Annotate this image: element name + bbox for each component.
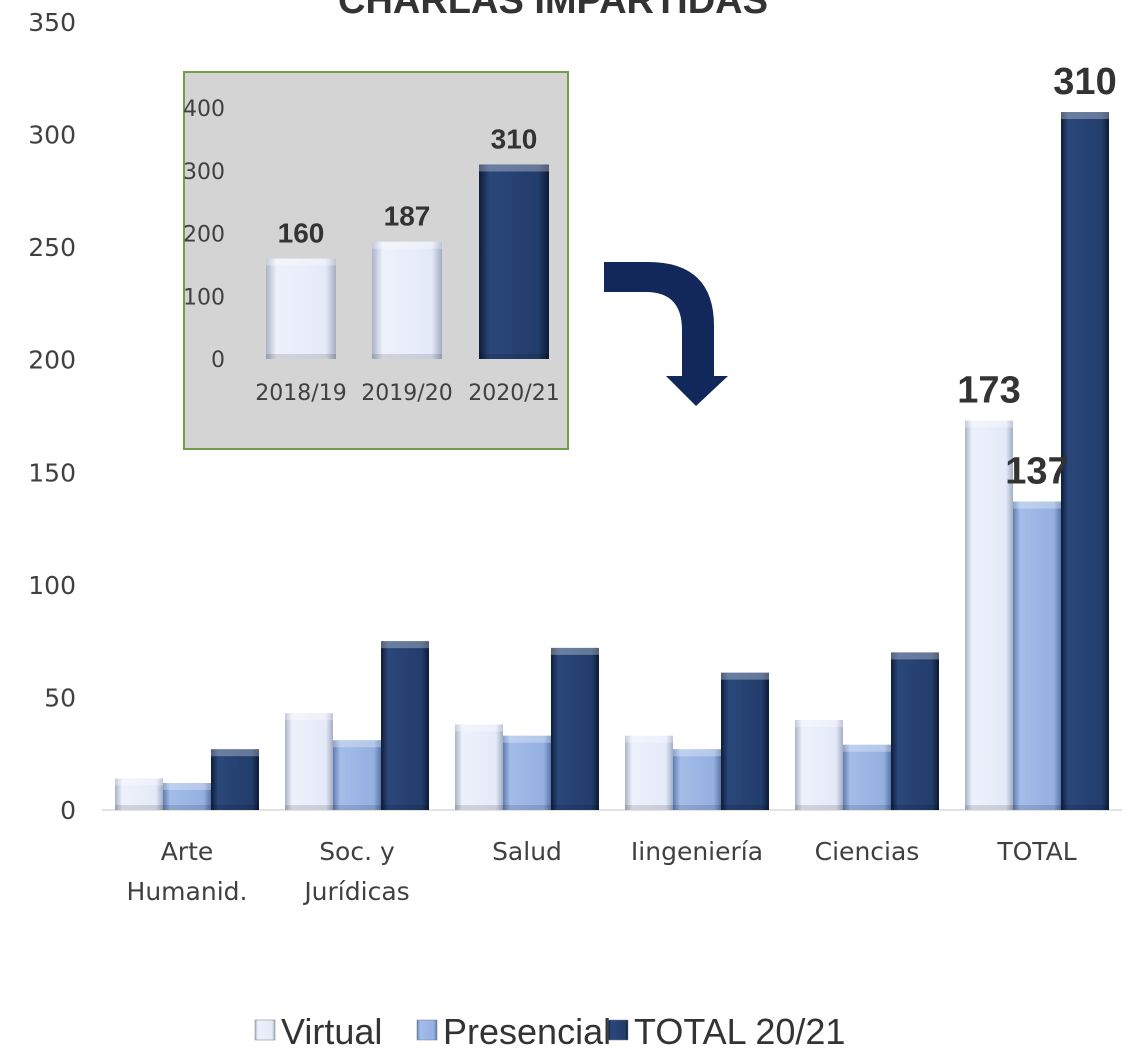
- inset-y-tick-label: 0: [211, 348, 225, 373]
- y-tick-label: 250: [28, 233, 76, 262]
- x-tick-label: Jurídicas: [302, 877, 409, 906]
- legend-swatch: [607, 1019, 629, 1041]
- inset-data-labels: 160 187 310: [278, 123, 538, 248]
- data-label: 310: [1053, 61, 1116, 103]
- x-tick-label: Humanid.: [127, 877, 248, 906]
- inset-x-tick-label: 2018/19: [255, 381, 346, 406]
- bar-virtual-4: [795, 719, 843, 810]
- bar-total-20-21-3: [721, 672, 769, 810]
- bar-total-20-21-5: [1061, 112, 1109, 811]
- legend-label: Presencial: [443, 1011, 611, 1052]
- bar-virtual-2: [455, 724, 503, 810]
- inset-y-tick-label: 100: [183, 285, 225, 310]
- bar-total-20-21-1: [381, 641, 429, 810]
- bar-virtual-3: [625, 735, 673, 810]
- inset-x-axis: 2018/19 2019/20 2020/21: [255, 381, 559, 406]
- y-tick-label: 300: [28, 121, 76, 150]
- x-axis: Arte Humanid. Soc. y Jurídicas Salud Iingenie…: [127, 837, 1077, 906]
- y-tick-label: 100: [28, 571, 76, 600]
- inset-data-label: 310: [491, 123, 538, 154]
- legend-item: TOTAL 20/21: [607, 1011, 845, 1052]
- inset-y-tick-label: 300: [183, 160, 225, 185]
- inset-bar-0: [266, 258, 336, 359]
- bar-total-20-21-0: [211, 749, 259, 810]
- bar-presencial-2: [503, 735, 551, 810]
- bar-presencial-5: [1013, 501, 1061, 810]
- inset-y-axis: 0 100 200 300 400: [183, 97, 225, 373]
- bars: [115, 112, 1109, 811]
- chart-title: CHARLAS IMPARTIDAS: [338, 0, 768, 22]
- x-tick-label: Salud: [492, 837, 562, 866]
- inset-bars: [266, 164, 549, 359]
- legend-item: Presencial: [416, 1011, 611, 1052]
- legend-label: TOTAL 20/21: [634, 1011, 845, 1052]
- curved-down-arrow-icon: [604, 262, 728, 406]
- bar-virtual-1: [285, 713, 333, 810]
- legend-label: Virtual: [281, 1011, 382, 1052]
- y-tick-label: 0: [60, 796, 76, 825]
- inset-bar-1: [372, 241, 442, 359]
- data-label: 137: [1005, 451, 1068, 493]
- x-tick-label: Arte: [161, 837, 214, 866]
- bar-presencial-1: [333, 740, 381, 810]
- bar-total-20-21-2: [551, 647, 599, 810]
- inset-x-tick-label: 2020/21: [468, 381, 559, 406]
- x-tick-label: Ciencias: [815, 837, 920, 866]
- bar-virtual-0: [115, 778, 163, 810]
- inset-x-tick-label: 2019/20: [361, 381, 452, 406]
- inset-data-label: 187: [384, 201, 431, 232]
- legend: Virtual Presencial TOTAL 20/21: [254, 1011, 845, 1052]
- x-tick-label: TOTAL: [996, 837, 1076, 866]
- bar-presencial-3: [673, 749, 721, 810]
- y-tick-label: 150: [28, 458, 76, 487]
- y-tick-label: 200: [28, 346, 76, 375]
- bar-presencial-4: [843, 744, 891, 810]
- x-tick-label: Iingeniería: [631, 837, 763, 866]
- bar-presencial-0: [163, 782, 211, 810]
- legend-item: Virtual: [254, 1011, 382, 1052]
- data-label: 173: [957, 370, 1020, 412]
- bar-total-20-21-4: [891, 652, 939, 810]
- legend-swatch: [254, 1019, 276, 1041]
- legend-swatch: [416, 1019, 438, 1041]
- inset-y-tick-label: 400: [183, 97, 225, 122]
- bar-virtual-5: [965, 420, 1013, 810]
- data-labels: 173 137 310: [957, 61, 1116, 492]
- y-tick-label: 350: [28, 8, 76, 37]
- y-tick-label: 50: [44, 683, 76, 712]
- y-axis: 0 50 100 150 200 250 300 350: [28, 8, 76, 825]
- inset-data-label: 160: [278, 218, 325, 249]
- inset-bar-2: [479, 164, 549, 359]
- inset-y-tick-label: 200: [183, 223, 225, 248]
- x-tick-label: Soc. y: [319, 837, 395, 866]
